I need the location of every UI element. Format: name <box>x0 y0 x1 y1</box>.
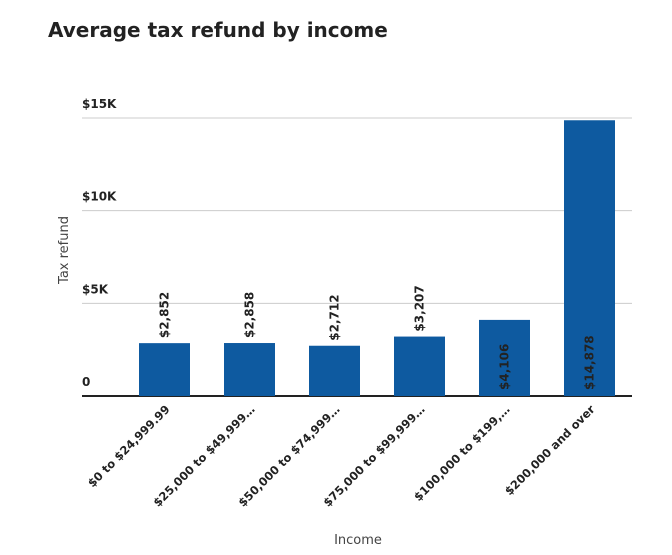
chart-title: Average tax refund by income <box>48 18 388 42</box>
x-tick-label: $100,000 to $199,… <box>411 402 513 504</box>
y-tick-label: $15K <box>82 97 117 111</box>
value-label: $2,712 <box>328 294 342 340</box>
value-label: $3,207 <box>413 285 427 331</box>
x-axis-title: Income <box>334 533 382 548</box>
value-label: $14,878 <box>583 335 597 390</box>
y-axis-title: Tax refund <box>57 216 72 285</box>
value-label: $4,106 <box>498 344 512 390</box>
value-label: $2,852 <box>158 292 172 338</box>
bar <box>564 120 615 396</box>
x-tick-label: $0 to $24,999.99 <box>85 402 173 490</box>
bar <box>394 336 445 396</box>
y-tick-label: $10K <box>82 190 117 204</box>
x-tick-label: $200,000 and over <box>502 402 598 498</box>
bar <box>139 343 190 396</box>
bar <box>224 343 275 396</box>
y-tick-label: $5K <box>82 282 109 296</box>
y-tick-label: 0 <box>82 375 90 389</box>
value-label: $2,858 <box>243 292 257 338</box>
bar <box>309 345 360 396</box>
bar <box>479 319 530 396</box>
